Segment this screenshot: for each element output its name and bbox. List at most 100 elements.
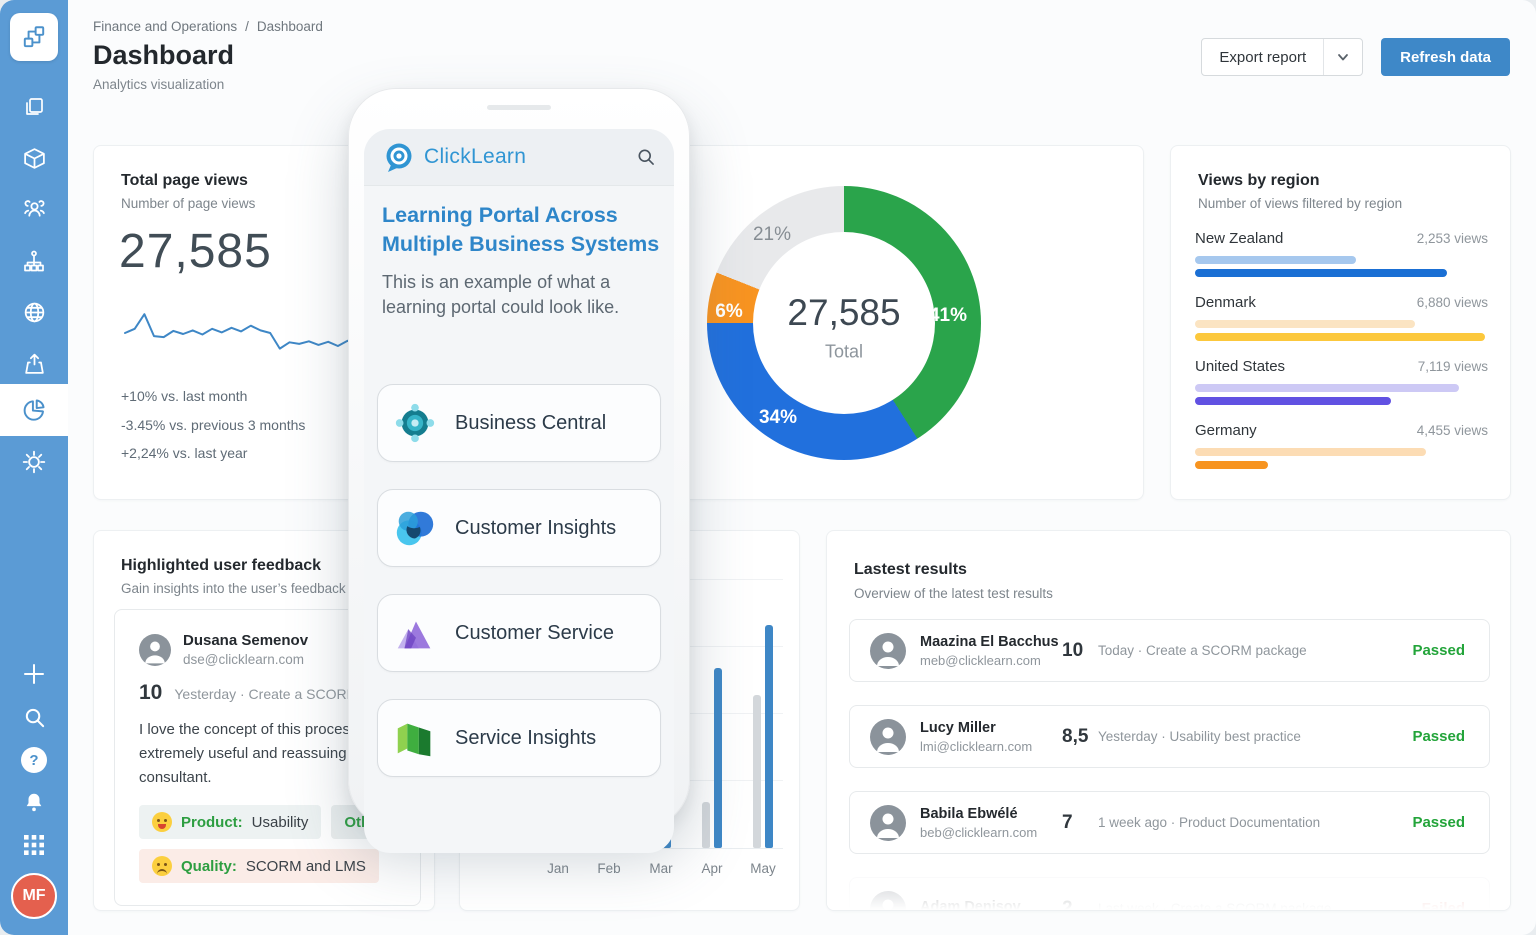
result-name: Maazina El Bacchus (920, 633, 1059, 650)
sidebar-item-share[interactable] (0, 341, 68, 385)
search-button[interactable] (0, 695, 68, 739)
app-button-customer-insights[interactable]: Customer Insights (377, 489, 661, 567)
workflow-icon (21, 24, 47, 50)
phone-screen: ClickLearn Learning Portal Across Multip… (364, 129, 674, 853)
latest-results-card: Lastest results Overview of the latest t… (826, 530, 1511, 911)
app-label: Business Central (455, 411, 607, 434)
result-row-babila[interactable]: Babila Ebwélé beb@clicklearn.com 7 1 week… (849, 791, 1490, 854)
help-button[interactable]: ? (0, 738, 68, 782)
donut-label-blue: 34% (758, 407, 798, 428)
x-tick-mar: Mar (649, 861, 673, 876)
phone-speaker (487, 105, 551, 110)
portal-description: This is an example of what a learning po… (382, 272, 620, 317)
app-button-business-central[interactable]: Business Central (377, 384, 661, 462)
region-bar-secondary (1195, 448, 1427, 456)
tag-product[interactable]: Product: Usability (139, 805, 322, 839)
export-report-button[interactable]: Export report (1219, 48, 1307, 66)
region-row-united-states[interactable]: United States 7,119 views (1195, 358, 1488, 405)
previous-bar (753, 695, 761, 848)
sidebar-item-copy[interactable] (0, 85, 68, 129)
breadcrumb-item-dashboard[interactable]: Dashboard (256, 19, 323, 34)
sidebar-item-globe[interactable] (0, 290, 68, 334)
tag-value: SCORM and LMS (245, 857, 366, 875)
smiley-face-icon (152, 812, 172, 832)
region-name: United States (1195, 358, 1286, 375)
plus-icon (22, 662, 46, 686)
region-views: 7,119 views (1417, 359, 1488, 374)
app-button-service-insights[interactable]: Service Insights (377, 699, 661, 777)
sidebar-item-analytics-active[interactable] (0, 384, 68, 436)
x-tick-jan: Jan (547, 861, 569, 876)
status-badge: Passed (1412, 728, 1465, 745)
user-avatar[interactable]: MF (11, 873, 57, 919)
card-title: Views by region (1198, 172, 1320, 189)
card-title: Total page views (121, 172, 248, 189)
region-views: 6,880 views (1416, 295, 1488, 310)
export-options-button[interactable] (1324, 39, 1362, 75)
phone-search-button[interactable] (636, 147, 656, 167)
export-report-split-button: Export report (1201, 38, 1364, 76)
result-meta: 1 week ago · Product Documentation (1098, 815, 1321, 830)
bar-group-may (753, 625, 773, 848)
feedback-entry[interactable]: Dusana Semenov dse@clicklearn.com 10 Yes… (114, 609, 434, 906)
apps-button[interactable] (0, 823, 68, 867)
help-icon: ? (21, 747, 47, 773)
service-insights-icon (392, 715, 438, 761)
result-meta: Yesterday · Usability best practice (1098, 729, 1301, 744)
feedback-text: I love the concept of this process, a ex… (139, 721, 380, 786)
portal-app-list: Business Central Customer Insights (377, 384, 661, 777)
result-score: 2 (1062, 897, 1073, 911)
region-bar-secondary (1195, 320, 1415, 328)
phone-app-header: ClickLearn (364, 129, 674, 186)
customer-service-icon (392, 610, 438, 656)
tag-quality[interactable]: Quality: SCORM and LMS (139, 849, 379, 883)
region-row-denmark[interactable]: Denmark 6,880 views (1195, 294, 1488, 341)
sidebar: ? MF (0, 0, 68, 935)
share-export-icon (22, 351, 47, 376)
regions-list: New Zealand 2,253 views Denmark 6,880 view… (1195, 230, 1488, 486)
card-title: Highlighted user feedback (121, 557, 322, 574)
add-button[interactable] (0, 652, 68, 696)
app-logo[interactable] (10, 13, 58, 61)
frown-face-icon (152, 856, 172, 876)
region-row-new-zealand[interactable]: New Zealand 2,253 views (1195, 230, 1488, 277)
status-badge: Passed (1412, 642, 1465, 659)
users-icon (22, 197, 47, 222)
x-tick-feb: Feb (597, 861, 621, 876)
header-actions: Export report Refresh data (1201, 38, 1510, 76)
region-bar-primary (1195, 397, 1392, 405)
region-bar-secondary (1195, 256, 1357, 264)
refresh-data-button[interactable]: Refresh data (1381, 38, 1510, 76)
result-email: beb@clicklearn.com (920, 824, 1038, 840)
current-bar (713, 668, 722, 848)
search-icon (23, 706, 46, 729)
views-by-region-card: Views by region Number of views filtered… (1170, 145, 1511, 500)
portal-heading: Learning Portal Across Multiple Business… (382, 203, 660, 256)
clicklearn-wordmark: ClickLearn (424, 145, 527, 168)
donut-total-label: Total (824, 341, 864, 362)
region-bar-primary (1195, 269, 1447, 277)
result-row-adam[interactable]: Adam Denisov 2 Last week · Create a SCOR… (849, 877, 1490, 911)
region-row-germany[interactable]: Germany 4,455 views (1195, 422, 1488, 469)
region-bar-secondary (1195, 384, 1459, 392)
result-row-lucy[interactable]: Lucy Miller lmi@clicklearn.com 8,5 Yester… (849, 705, 1490, 768)
package-icon (22, 146, 47, 171)
sidebar-item-package[interactable] (0, 136, 68, 180)
tag-value: Usability (251, 813, 309, 831)
sidebar-item-users[interactable] (0, 187, 68, 231)
region-bar-primary (1195, 461, 1269, 469)
avatar (870, 890, 906, 910)
result-row-maazina[interactable]: Maazina El Bacchus meb@clicklearn.com 10 … (849, 619, 1490, 682)
result-meta: Today · Create a SCORM package (1098, 643, 1307, 658)
breadcrumb-item-finance[interactable]: Finance and Operations (93, 19, 238, 34)
sidebar-item-sitemap[interactable] (0, 239, 68, 283)
region-bar-primary (1195, 333, 1486, 341)
region-name: New Zealand (1195, 230, 1284, 247)
app-button-customer-service[interactable]: Customer Service (377, 594, 661, 672)
search-icon (638, 149, 654, 165)
delta-last-month: +10% vs. last month (121, 388, 248, 404)
sidebar-item-settings[interactable] (0, 440, 68, 484)
notifications-button[interactable] (0, 780, 68, 824)
result-name: Adam Denisov (920, 899, 1021, 911)
